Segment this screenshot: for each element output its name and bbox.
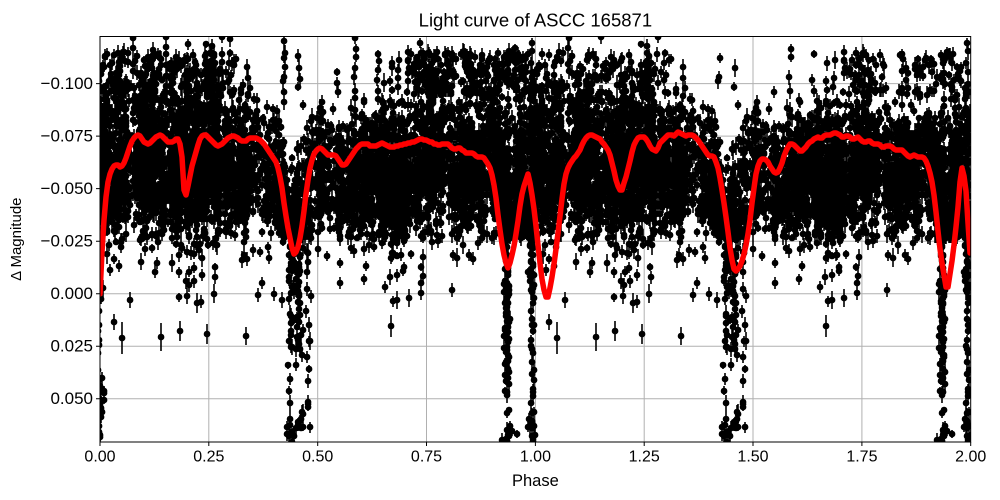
svg-text:0.000: 0.000 xyxy=(50,284,93,303)
svg-text:−0.100: −0.100 xyxy=(41,74,93,93)
svg-text:0.75: 0.75 xyxy=(411,449,442,466)
svg-text:0.00: 0.00 xyxy=(84,449,115,466)
svg-text:Δ Magnitude: Δ Magnitude xyxy=(8,197,25,280)
svg-text:0.25: 0.25 xyxy=(193,449,224,466)
svg-text:1.75: 1.75 xyxy=(846,449,877,466)
svg-text:−0.050: −0.050 xyxy=(41,179,93,198)
svg-text:Phase: Phase xyxy=(512,472,559,490)
svg-text:1.00: 1.00 xyxy=(520,449,551,466)
svg-text:0.050: 0.050 xyxy=(50,389,93,408)
svg-text:1.50: 1.50 xyxy=(737,449,768,466)
svg-text:−0.025: −0.025 xyxy=(41,232,93,251)
svg-text:1.25: 1.25 xyxy=(629,449,660,466)
svg-text:−0.075: −0.075 xyxy=(41,127,93,146)
svg-text:0.025: 0.025 xyxy=(50,337,93,356)
svg-text:2.00: 2.00 xyxy=(955,449,986,466)
svg-text:0.50: 0.50 xyxy=(302,449,333,466)
svg-text:Light curve of ASCC 165871: Light curve of ASCC 165871 xyxy=(419,10,652,31)
